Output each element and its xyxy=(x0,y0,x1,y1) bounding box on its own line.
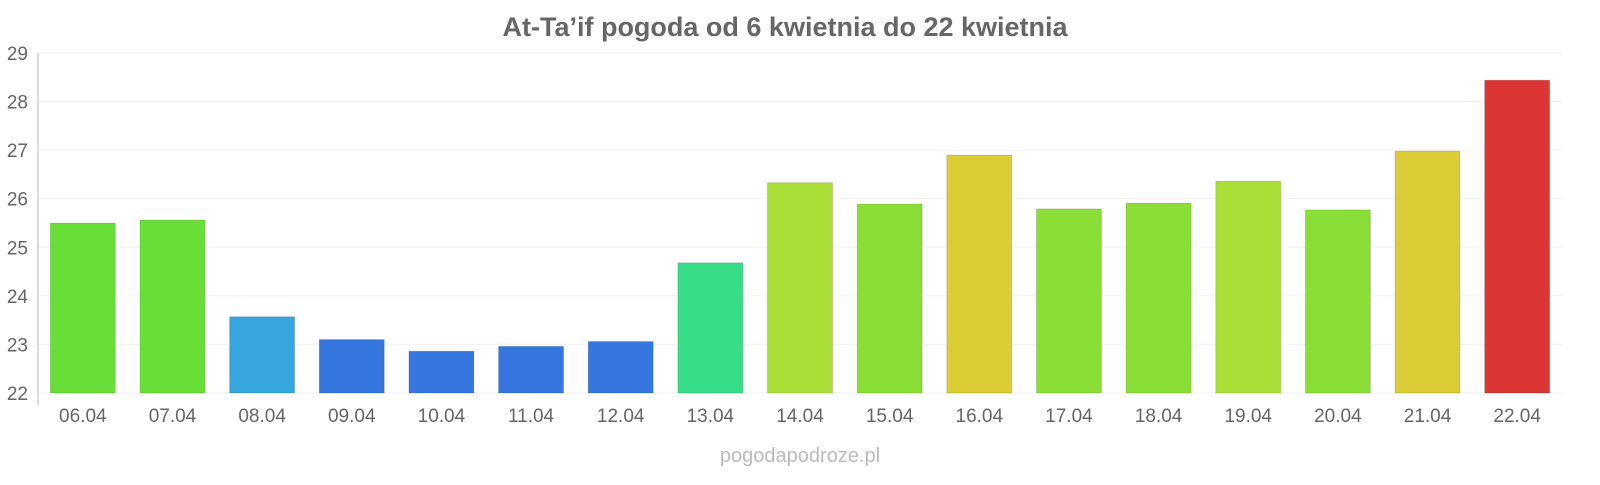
bar xyxy=(1215,180,1282,394)
y-tick-label: 29 xyxy=(7,44,28,65)
y-tick-label: 22 xyxy=(7,384,28,405)
x-tick-label: 11.04 xyxy=(508,406,555,427)
y-tick-label: 27 xyxy=(7,141,28,162)
bar xyxy=(1484,79,1551,394)
bar xyxy=(139,219,206,394)
x-tick-label: 20.04 xyxy=(1314,406,1362,427)
x-tick-label: 07.04 xyxy=(149,406,197,427)
x-tick-label: 18.04 xyxy=(1135,406,1183,427)
y-tick-label: 24 xyxy=(7,287,29,308)
watermark: pogodapodroze.pl xyxy=(720,445,880,467)
y-tick-label: 26 xyxy=(7,190,28,211)
x-tick-label: 09.04 xyxy=(328,406,376,427)
bar xyxy=(408,350,475,394)
bar xyxy=(498,345,565,394)
bar xyxy=(1035,208,1102,394)
x-tick-label: 22.04 xyxy=(1493,406,1541,427)
x-tick-label: 15.04 xyxy=(866,406,914,427)
bar xyxy=(677,262,744,394)
x-tick-label: 14.04 xyxy=(776,406,824,427)
bar xyxy=(318,339,385,394)
x-tick-label: 19.04 xyxy=(1224,406,1272,427)
bar xyxy=(229,316,296,394)
bar xyxy=(1394,150,1461,394)
x-tick-label: 10.04 xyxy=(418,406,466,427)
x-tick-label: 13.04 xyxy=(687,406,735,427)
y-tick-label: 23 xyxy=(7,335,28,356)
x-tick-label: 06.04 xyxy=(59,406,107,427)
x-tick-label: 16.04 xyxy=(956,406,1004,427)
bar xyxy=(1304,209,1371,394)
bar xyxy=(587,341,654,394)
x-tick-label: 08.04 xyxy=(238,406,286,427)
y-tick-label: 28 xyxy=(7,93,28,114)
x-tick-label: 21.04 xyxy=(1404,406,1452,427)
bar xyxy=(946,154,1013,394)
x-tick-label: 17.04 xyxy=(1045,406,1093,427)
y-tick-label: 25 xyxy=(7,238,28,259)
bar xyxy=(767,182,833,394)
bar xyxy=(856,203,923,394)
bar xyxy=(1125,202,1192,394)
chart-title: At-Ta’if pogoda od 6 kwietnia do 22 kwie… xyxy=(502,12,1068,42)
bar xyxy=(49,222,116,394)
x-tick-label: 12.04 xyxy=(597,406,645,427)
